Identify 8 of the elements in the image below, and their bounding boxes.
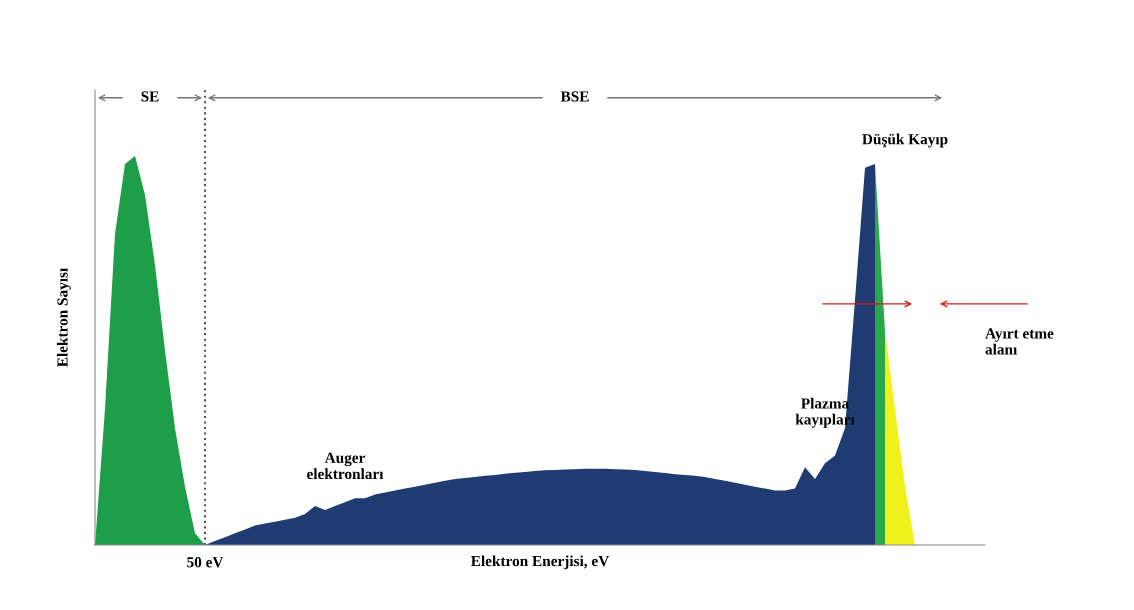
y-axis-title: Elektron Sayısı: [56, 267, 71, 367]
text: Ayırt etme alanı: [985, 328, 1054, 355]
text: 50 eV: [187, 557, 224, 568]
text: SE: [141, 91, 159, 102]
text: Düşük Kayıp: [862, 133, 948, 148]
x-axis-title: Elektron Enerjisi, eV: [471, 555, 610, 570]
annotation: Auger elektronları: [307, 452, 384, 480]
text: BSE: [560, 91, 589, 102]
